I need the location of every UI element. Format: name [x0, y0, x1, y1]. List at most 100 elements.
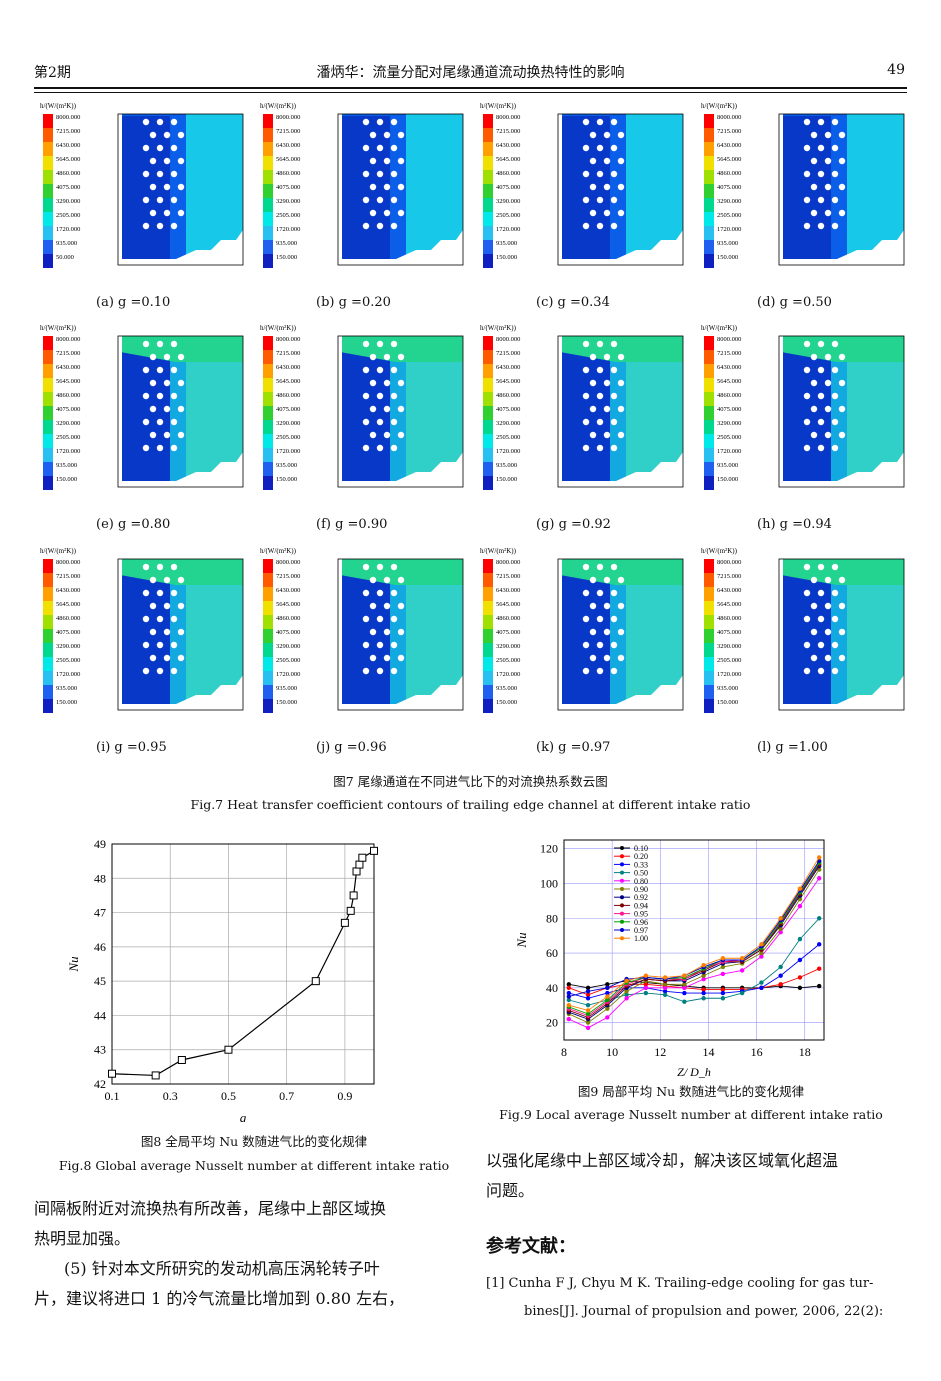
legend-swatch [483, 336, 493, 350]
pin-fin [610, 563, 618, 571]
pin-fin [177, 602, 185, 610]
legend-swatch [43, 699, 53, 713]
pin-fin [582, 340, 590, 348]
pin-fin [142, 563, 150, 571]
legend-swatch [43, 587, 53, 601]
y-tick-label: 40 [546, 981, 558, 995]
legend-swatch [263, 434, 273, 448]
channel-core [781, 561, 831, 704]
series-line [568, 878, 820, 1029]
channel-right-region [847, 336, 904, 481]
pin-fin [603, 157, 611, 165]
contour-panel-label: (i) g =0.95 [96, 740, 167, 755]
pin-fin [362, 667, 370, 675]
legend-swatch [43, 184, 53, 198]
channel-right-region [406, 336, 463, 481]
pin-fin [803, 615, 811, 623]
pin-fin [817, 392, 825, 400]
page-header-left: 第2期 [34, 65, 71, 81]
legend-value: 4860.000 [496, 170, 520, 177]
legend-swatch [704, 573, 714, 587]
legend-title: h/(W/(m²K)) [480, 547, 517, 555]
legend-swatch [483, 156, 493, 170]
series-line [111, 850, 375, 1077]
pin-fin [376, 589, 384, 597]
legend-swatch [43, 128, 53, 142]
legend-value: 1720.000 [717, 226, 741, 233]
pin-fin [831, 615, 839, 623]
data-point [759, 950, 764, 956]
legend-value: 5645.000 [56, 378, 80, 385]
data-point [605, 982, 610, 987]
data-point [816, 876, 822, 881]
legend-marker [620, 862, 624, 867]
legend-swatch [263, 378, 273, 392]
legend-swatch [704, 615, 714, 629]
data-point [624, 978, 629, 984]
pin-fin [149, 628, 157, 636]
pin-fin [831, 222, 839, 230]
legend-label: 0.92 [634, 893, 648, 902]
legend-value: 5645.000 [496, 601, 520, 608]
pin-fin [831, 196, 839, 204]
legend-swatch [483, 128, 493, 142]
pin-fin [824, 576, 832, 584]
data-point [682, 985, 687, 991]
pin-fin [149, 209, 157, 217]
pin-fin [397, 602, 405, 610]
x-tick-label: 0.3 [163, 1089, 178, 1103]
series-line [568, 865, 820, 1020]
data-point [759, 980, 764, 985]
data-point [566, 990, 572, 996]
legend-value: 4860.000 [276, 170, 300, 177]
legend-value: 5645.000 [496, 378, 520, 385]
legend-value: 4860.000 [717, 392, 741, 399]
legend-swatch [704, 170, 714, 184]
pin-fin [362, 615, 370, 623]
pin-fin [582, 366, 590, 374]
outlet-step [396, 675, 463, 710]
legend-swatch [263, 476, 273, 490]
data-point [778, 929, 783, 935]
legend-value: 3290.000 [56, 198, 80, 205]
pin-fin [817, 196, 825, 204]
pin-fin [369, 405, 377, 413]
contour-panel-label: (k) g =0.97 [536, 740, 611, 755]
data-point [585, 1025, 591, 1031]
legend-swatch [43, 434, 53, 448]
legend-value: 7215.000 [717, 350, 741, 357]
pin-fin [383, 431, 391, 439]
legend-swatch [483, 587, 493, 601]
partition-wall [118, 336, 122, 481]
pin-fin [142, 418, 150, 426]
pin-fin [149, 405, 157, 413]
contour-panel: h/(W/(m²K)) 8000.000 7215.000 6430.000 5645.… [40, 547, 244, 713]
pin-fin [582, 444, 590, 452]
outlet-step [396, 230, 463, 265]
legend-swatch [704, 699, 714, 713]
channel-right-region [847, 559, 904, 704]
legend-swatch [43, 657, 53, 671]
data-point [566, 1016, 572, 1022]
legend-value: 7215.000 [56, 128, 80, 135]
pin-fin [177, 353, 185, 361]
legend-swatch [263, 156, 273, 170]
pin-fin [810, 183, 818, 191]
legend-value: 2505.000 [56, 434, 80, 441]
pin-fin [596, 196, 604, 204]
legend-swatch [263, 643, 273, 657]
pin-fin [142, 144, 150, 152]
pin-fin [156, 366, 164, 374]
contour-panel-label: (j) g =0.96 [316, 740, 387, 755]
pin-fin [376, 222, 384, 230]
data-point [797, 903, 803, 909]
pin-fin [817, 641, 825, 649]
legend-value: 5645.000 [717, 601, 741, 608]
fig9-caption-en: Fig.9 Local average Nusselt number at di… [499, 1107, 883, 1122]
pin-fin [617, 379, 625, 387]
legend-value: 3290.000 [717, 420, 741, 427]
fig8-global-nu-chart: 0.1 0.3 0.5 0.7 0.9 42 43 44 45 46 47 48 49 g Nu [66, 837, 378, 1122]
pin-fin [170, 641, 178, 649]
pin-fin [589, 405, 597, 413]
data-point [759, 954, 764, 959]
